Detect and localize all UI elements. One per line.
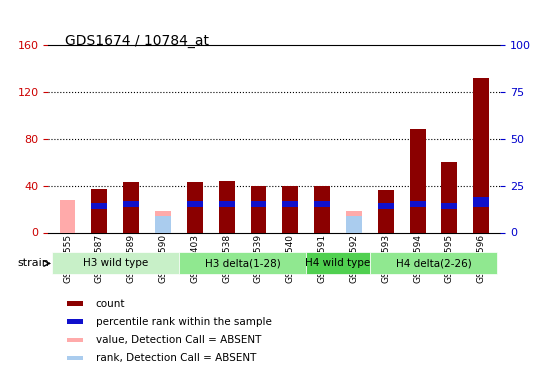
Bar <box>155 211 171 232</box>
Bar <box>91 189 107 232</box>
Text: strain: strain <box>17 258 49 268</box>
Bar <box>409 201 426 207</box>
Bar <box>251 201 266 207</box>
Bar <box>306 252 370 274</box>
Text: H4 wild type: H4 wild type <box>306 258 371 268</box>
Text: GDS1674 / 10784_at: GDS1674 / 10784_at <box>65 34 209 48</box>
Bar <box>378 190 394 232</box>
Bar <box>218 201 235 207</box>
Text: rank, Detection Call = ABSENT: rank, Detection Call = ABSENT <box>96 353 256 363</box>
Text: H3 wild type: H3 wild type <box>83 258 148 268</box>
Bar <box>346 216 362 232</box>
Bar <box>123 201 139 207</box>
Bar <box>282 186 298 232</box>
Bar <box>67 338 83 342</box>
Bar <box>346 211 362 232</box>
Text: value, Detection Call = ABSENT: value, Detection Call = ABSENT <box>96 335 261 345</box>
Bar <box>67 356 83 360</box>
Bar <box>179 252 306 274</box>
Bar <box>378 203 394 209</box>
Bar <box>91 203 107 209</box>
Text: H4 delta(2-26): H4 delta(2-26) <box>395 258 471 268</box>
Bar <box>155 216 171 232</box>
Bar <box>314 186 330 232</box>
Text: H3 delta(1-28): H3 delta(1-28) <box>204 258 280 268</box>
Text: percentile rank within the sample: percentile rank within the sample <box>96 317 272 327</box>
Bar <box>442 162 457 232</box>
Bar <box>314 201 330 207</box>
Bar <box>473 78 489 232</box>
Text: count: count <box>96 298 125 309</box>
Bar <box>52 252 179 274</box>
Bar <box>473 197 489 207</box>
Bar <box>60 200 75 232</box>
Bar <box>123 182 139 232</box>
Bar <box>409 129 426 232</box>
Bar <box>67 302 83 306</box>
Bar <box>187 182 203 232</box>
Bar <box>251 186 266 232</box>
Bar <box>442 203 457 209</box>
Bar <box>187 201 203 207</box>
Bar <box>218 181 235 232</box>
Bar <box>67 320 83 324</box>
Bar <box>282 201 298 207</box>
Bar <box>370 252 497 274</box>
